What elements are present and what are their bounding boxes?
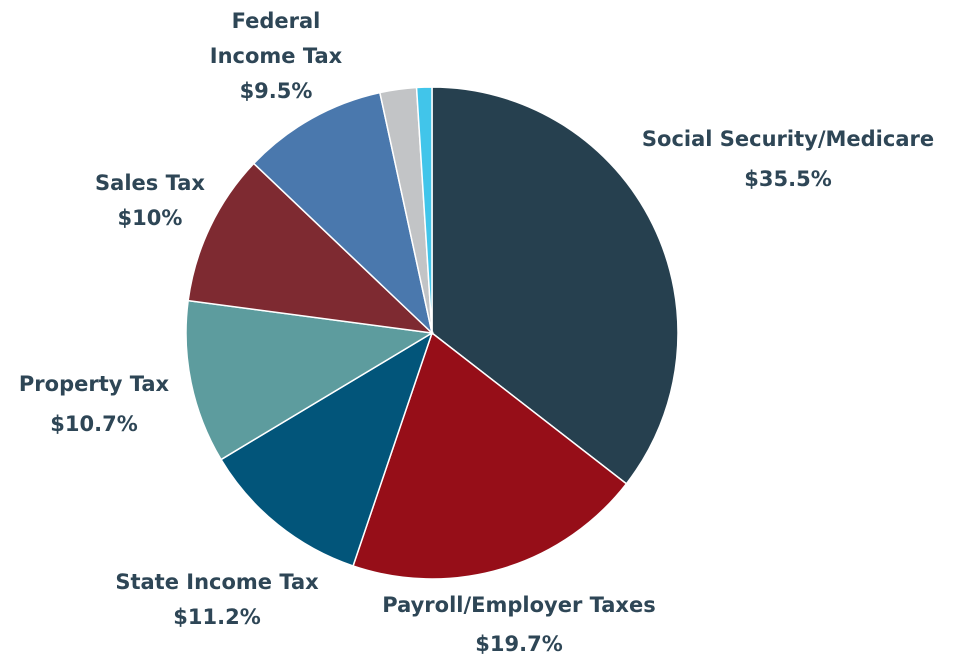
slice-value-payroll: $19.7% [475,632,562,656]
pie-slice-property-tax [185,299,435,461]
slice-label-payroll: Payroll/Employer Taxes [382,593,655,617]
slice-label-social-security: Social Security/Medicare [642,127,934,151]
pie-slices [185,86,679,580]
pie-slice-social-security [431,86,679,485]
pie-slice-sales-tax [187,162,435,335]
slice-label-sales-tax: Sales Tax [95,171,205,195]
pie-slice-payroll [352,331,628,580]
slice-label-state-income-tax: State Income Tax [115,570,319,594]
slice-value-sales-tax: $10% [118,206,183,230]
slice-label-property-tax: Property Tax [19,372,170,396]
pie-slice-federal-income-tax [252,91,434,336]
slice-value-social-security: $35.5% [744,167,831,191]
pie-slice-light-blue [415,86,433,334]
pie-slice-state-income-tax [220,331,434,567]
slice-label-federal-line1: Federal [232,9,321,33]
slice-value-federal: $9.5% [240,79,313,103]
slice-label-federal-line2: Income Tax [210,44,343,68]
slice-value-state-income-tax: $11.2% [173,605,260,629]
slice-value-property-tax: $10.7% [50,412,137,436]
